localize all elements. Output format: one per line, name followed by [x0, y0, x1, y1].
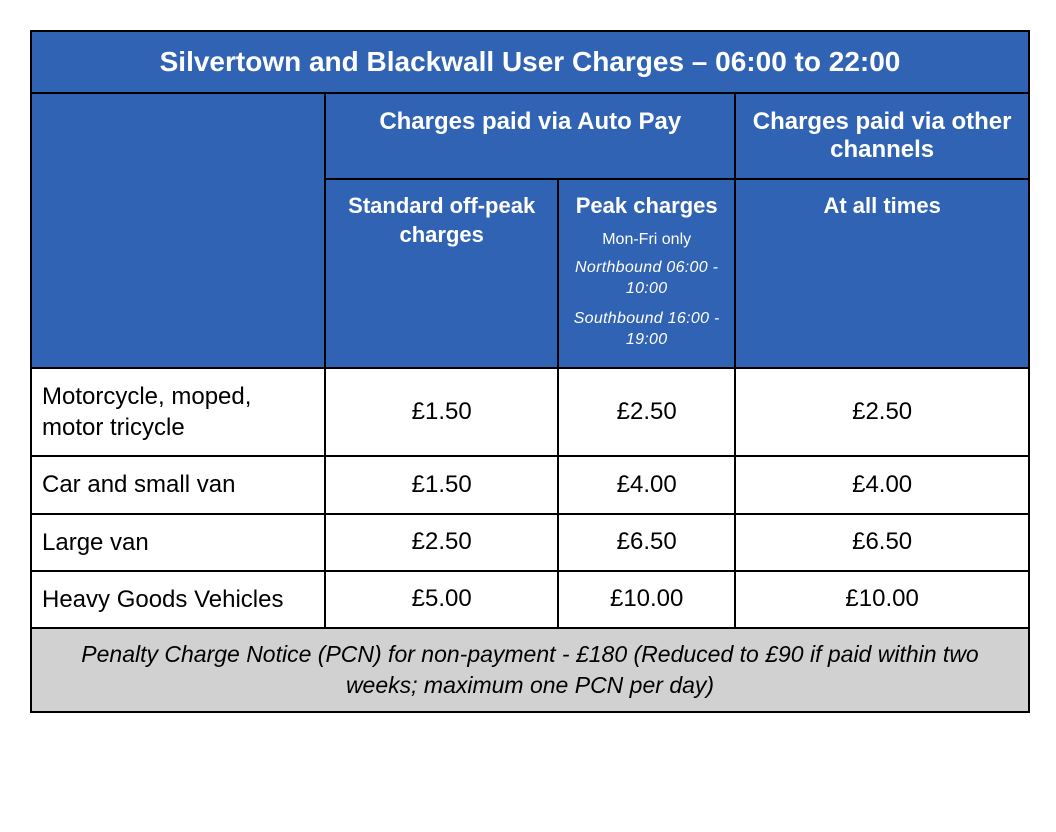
cell-offpeak: £1.50 [325, 456, 558, 513]
cell-peak: £2.50 [558, 368, 735, 456]
table-row: Heavy Goods Vehicles£5.00£10.00£10.00 [31, 571, 1029, 628]
cell-other: £6.50 [735, 514, 1029, 571]
subheader-alltimes: At all times [735, 179, 1029, 368]
cell-offpeak: £1.50 [325, 368, 558, 456]
cell-peak: £6.50 [558, 514, 735, 571]
table-title: Silvertown and Blackwall User Charges – … [31, 31, 1029, 93]
row-label: Motorcycle, moped, motor tricycle [31, 368, 325, 456]
row-label: Car and small van [31, 456, 325, 513]
cell-other: £10.00 [735, 571, 1029, 628]
cell-peak: £4.00 [558, 456, 735, 513]
subheader-peak-label: Peak charges [569, 192, 724, 221]
subheader-offpeak-label: Standard off-peak charges [336, 192, 547, 249]
subheader-alltimes-label: At all times [746, 192, 1018, 221]
charges-table: Silvertown and Blackwall User Charges – … [30, 30, 1030, 713]
header-other-channels: Charges paid via other channels [735, 93, 1029, 179]
subheader-peak: Peak charges Mon-Fri only Northbound 06:… [558, 179, 735, 368]
cell-offpeak: £5.00 [325, 571, 558, 628]
row-label: Heavy Goods Vehicles [31, 571, 325, 628]
table-row: Large van£2.50£6.50£6.50 [31, 514, 1029, 571]
subheader-peak-note1: Mon-Fri only [569, 231, 724, 249]
cell-offpeak: £2.50 [325, 514, 558, 571]
empty-header-cell [31, 93, 325, 368]
penalty-notice: Penalty Charge Notice (PCN) for non-paym… [31, 628, 1029, 712]
subheader-peak-note2: Northbound 06:00 - 10:00 [569, 257, 724, 300]
cell-other: £4.00 [735, 456, 1029, 513]
table-row: Car and small van£1.50£4.00£4.00 [31, 456, 1029, 513]
table-row: Motorcycle, moped, motor tricycle£1.50£2… [31, 368, 1029, 456]
cell-other: £2.50 [735, 368, 1029, 456]
cell-peak: £10.00 [558, 571, 735, 628]
subheader-peak-note3: Southbound 16:00 - 19:00 [569, 308, 724, 351]
header-autopay: Charges paid via Auto Pay [325, 93, 735, 179]
subheader-offpeak: Standard off-peak charges [325, 179, 558, 368]
row-label: Large van [31, 514, 325, 571]
